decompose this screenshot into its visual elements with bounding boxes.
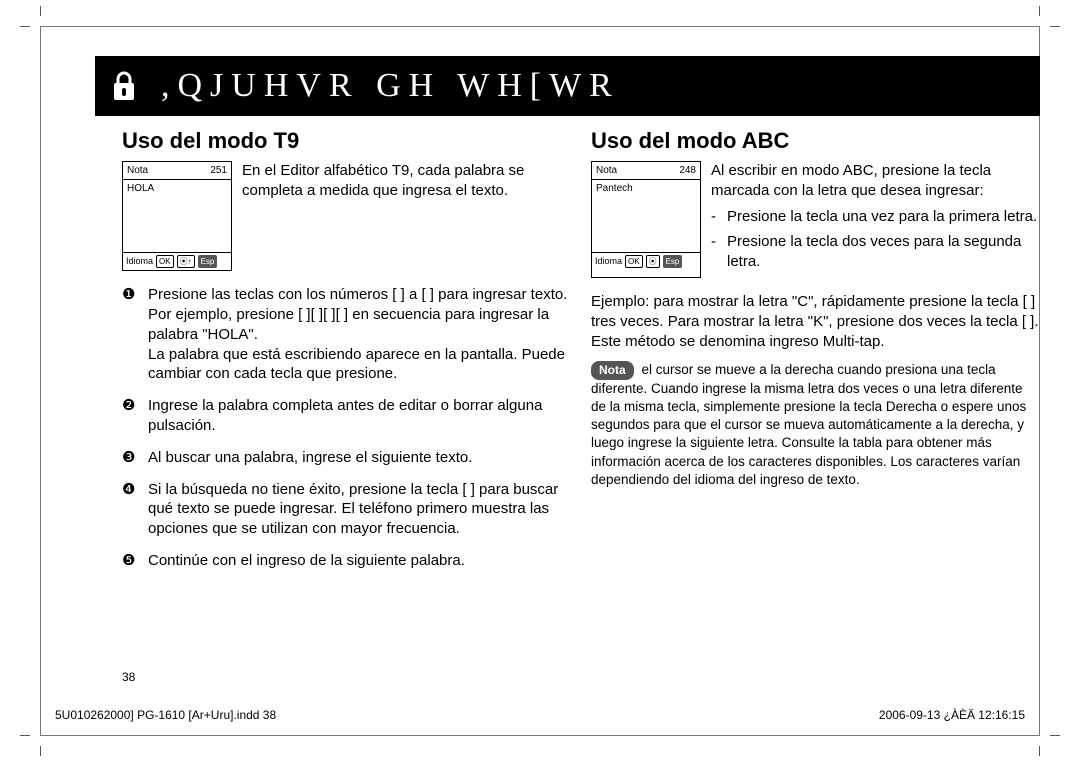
phone-bottom-left: Idioma (126, 256, 153, 268)
page-header: ,QJUHVR GH WH[WR (95, 56, 1040, 116)
phone-top-left: Nota (127, 164, 148, 177)
phone-bottom-left: Idioma (595, 256, 622, 268)
crop-mark (40, 6, 41, 16)
lock-icon (111, 69, 137, 103)
crop-mark (20, 26, 30, 27)
chip-ok: OK (156, 255, 174, 268)
chip-ok: OK (625, 255, 643, 268)
dash-text: Presione la tecla una vez para la primer… (727, 207, 1037, 227)
section-title-abc: Uso del modo ABC (591, 126, 1040, 155)
crop-mark (1050, 26, 1060, 27)
step-text: Presione las teclas con los números [ ] … (148, 285, 571, 384)
phone-bottom: Idioma OK ⦿↑ Esp (123, 252, 231, 270)
intro-text-t9: En el Editor alfabético T9, cada palabra… (242, 161, 571, 271)
phone-top-left: Nota (596, 164, 617, 177)
chip-mode: ⦿ (646, 255, 660, 268)
step-number: ❹ (122, 480, 140, 539)
crop-mark (1039, 6, 1040, 16)
crop-mark (1050, 735, 1060, 736)
step-item: ❷ Ingrese la palabra completa antes de e… (122, 396, 571, 436)
page-number: 38 (122, 670, 135, 684)
chip-lang: Esp (198, 255, 218, 268)
chip-lang: Esp (663, 255, 683, 268)
dash-item: - Presione la tecla una vez para la prim… (711, 207, 1040, 227)
phone-top-right: 251 (210, 164, 227, 177)
phone-body: HOLA (123, 180, 231, 252)
note-badge: Nota (591, 361, 634, 379)
footer-right: 2006-09-13 ¿ÀÈÄ 12:16:15 (879, 708, 1025, 722)
right-column: Uso del modo ABC Nota 248 Pantech Idioma… (591, 126, 1040, 702)
page-title: ,QJUHVR GH WH[WR (161, 67, 620, 105)
footer: 5U010262000] PG-1610 [Ar+Uru].indd 38 20… (55, 708, 1025, 722)
section-title-t9: Uso del modo T9 (122, 126, 571, 155)
phone-row-left: Nota 251 HOLA Idioma OK ⦿↑ Esp En el Edi… (122, 161, 571, 271)
phone-top-right: 248 (679, 164, 696, 177)
phone-bottom: Idioma OK ⦿ Esp (592, 252, 700, 270)
step-text: Si la búsqueda no tiene éxito, presione … (148, 480, 571, 539)
chip-mode: ⦿↑ (177, 255, 195, 268)
steps-list: ❶ Presione las teclas con los números [ … (122, 285, 571, 571)
note-text: el cursor se mueve a la derecha cuando p… (591, 362, 1026, 486)
dash: - (711, 207, 721, 227)
step-item: ❶ Presione las teclas con los números [ … (122, 285, 571, 384)
step-number: ❶ (122, 285, 140, 384)
footer-left: 5U010262000] PG-1610 [Ar+Uru].indd 38 (55, 708, 276, 722)
dash-list: - Presione la tecla una vez para la prim… (711, 207, 1040, 272)
content: Uso del modo T9 Nota 251 HOLA Idioma OK … (122, 126, 1040, 702)
phone-row-right: Nota 248 Pantech Idioma OK ⦿ Esp Al escr… (591, 161, 1040, 278)
crop-mark (20, 735, 30, 736)
dash: - (711, 232, 721, 272)
step-item: ❸ Al buscar una palabra, ingrese el sigu… (122, 448, 571, 468)
step-text: Continúe con el ingreso de la siguiente … (148, 551, 571, 571)
intro-abc-wrap: Al escribir en modo ABC, presione la tec… (711, 161, 1040, 278)
phone-mock-abc: Nota 248 Pantech Idioma OK ⦿ Esp (591, 161, 701, 278)
phone-mock-t9: Nota 251 HOLA Idioma OK ⦿↑ Esp (122, 161, 232, 271)
crop-mark (1039, 746, 1040, 756)
step-item: ❹ Si la búsqueda no tiene éxito, presion… (122, 480, 571, 539)
step-number: ❷ (122, 396, 140, 436)
crop-mark (40, 746, 41, 756)
note-block: Nota el cursor se mueve a la derecha cua… (591, 361, 1040, 489)
phone-body: Pantech (592, 180, 700, 252)
left-column: Uso del modo T9 Nota 251 HOLA Idioma OK … (122, 126, 571, 702)
step-text: Al buscar una palabra, ingrese el siguie… (148, 448, 571, 468)
example-text: Ejemplo: para mostrar la letra "C", rápi… (591, 292, 1040, 351)
step-number: ❸ (122, 448, 140, 468)
step-text: Ingrese la palabra completa antes de edi… (148, 396, 571, 436)
step-item: ❺ Continúe con el ingreso de la siguient… (122, 551, 571, 571)
dash-item: - Presione la tecla dos veces para la se… (711, 232, 1040, 272)
step-number: ❺ (122, 551, 140, 571)
page: ,QJUHVR GH WH[WR Uso del modo T9 Nota 25… (0, 0, 1080, 762)
intro-text-abc: Al escribir en modo ABC, presione la tec… (711, 161, 1040, 201)
dash-text: Presione la tecla dos veces para la segu… (727, 232, 1040, 272)
